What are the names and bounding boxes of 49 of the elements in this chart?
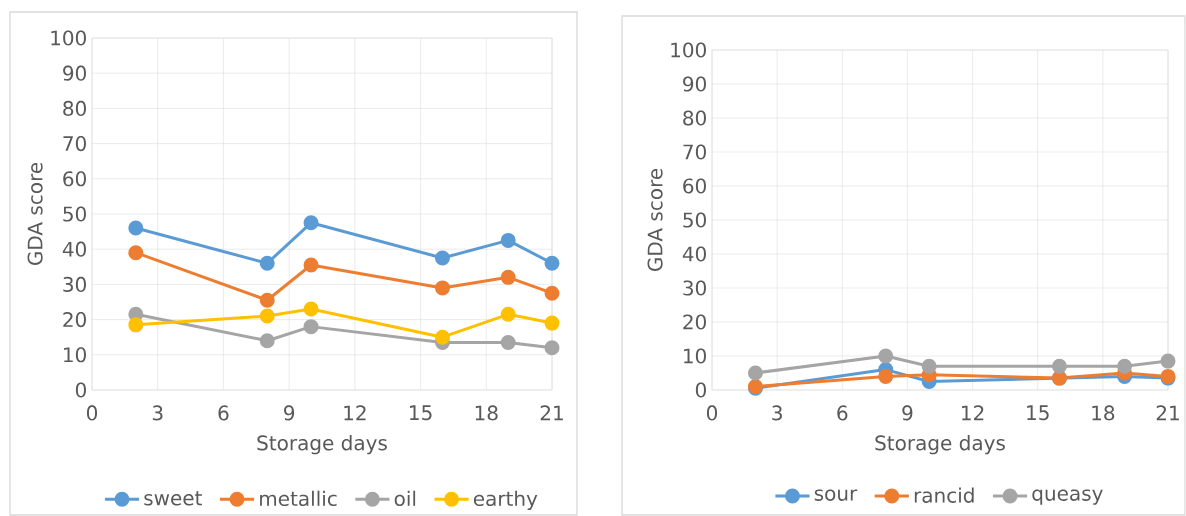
x-tick-label: 21: [1156, 405, 1179, 421]
y-tick-label: 0: [695, 382, 706, 398]
y-tick-label: 20: [63, 312, 86, 328]
legend-label: queasy: [1032, 489, 1103, 505]
y-tick-label: 70: [63, 136, 86, 152]
y-tick-label: 10: [64, 347, 86, 363]
y-tick-label: 100: [51, 30, 86, 46]
x-tick-label: 6: [218, 405, 229, 421]
y-tick-label: 40: [682, 246, 706, 262]
legend-label: metallic: [260, 490, 337, 507]
y-tick-label: 0: [75, 382, 86, 398]
legend-label: sour: [814, 489, 858, 501]
y-tick-label: 80: [63, 100, 86, 116]
y-tick-label: 60: [63, 171, 86, 187]
x-tick-label: 9: [284, 405, 295, 421]
y-axis-title: GDA score: [27, 162, 43, 266]
y-tick-label: 100: [671, 42, 706, 58]
legend-label: earthy: [473, 490, 538, 510]
y-tick-label: 50: [63, 206, 86, 222]
y-tick-label: 30: [63, 276, 86, 292]
y-tick-label: 90: [63, 65, 86, 81]
y-tick-label: 70: [683, 144, 706, 160]
x-tick-label: 0: [86, 405, 98, 421]
x-tick-label: 0: [706, 405, 718, 421]
y-tick-label: 30: [683, 280, 706, 296]
y-tick-label: 80: [683, 110, 706, 126]
x-tick-label: 6: [837, 405, 848, 421]
x-tick-label: 15: [1027, 405, 1049, 421]
legend-label: oil: [394, 490, 416, 507]
y-axis-title: GDA score: [647, 168, 663, 272]
x-tick-label: 12: [344, 405, 366, 421]
x-tick-label: 3: [152, 405, 163, 421]
legend-label: sweet: [144, 491, 202, 506]
x-tick-label: 18: [475, 405, 498, 421]
x-tick-label: 18: [1092, 405, 1115, 421]
x-tick-label: 9: [902, 405, 913, 421]
x-tick-label: 3: [772, 405, 782, 421]
x-axis-title: Storage days: [257, 434, 387, 455]
x-axis-title: Storage days: [875, 434, 1005, 455]
x-tick-label: 21: [540, 405, 563, 421]
y-tick-label: 10: [684, 348, 706, 364]
y-tick-label: 60: [683, 178, 706, 194]
y-tick-label: 20: [683, 314, 706, 330]
y-tick-label: 50: [683, 212, 706, 228]
y-tick-label: 40: [62, 241, 86, 257]
x-tick-label: 15: [410, 405, 432, 421]
legend-label: rancid: [914, 487, 974, 503]
y-tick-label: 90: [683, 76, 706, 92]
x-tick-label: 12: [962, 405, 984, 421]
